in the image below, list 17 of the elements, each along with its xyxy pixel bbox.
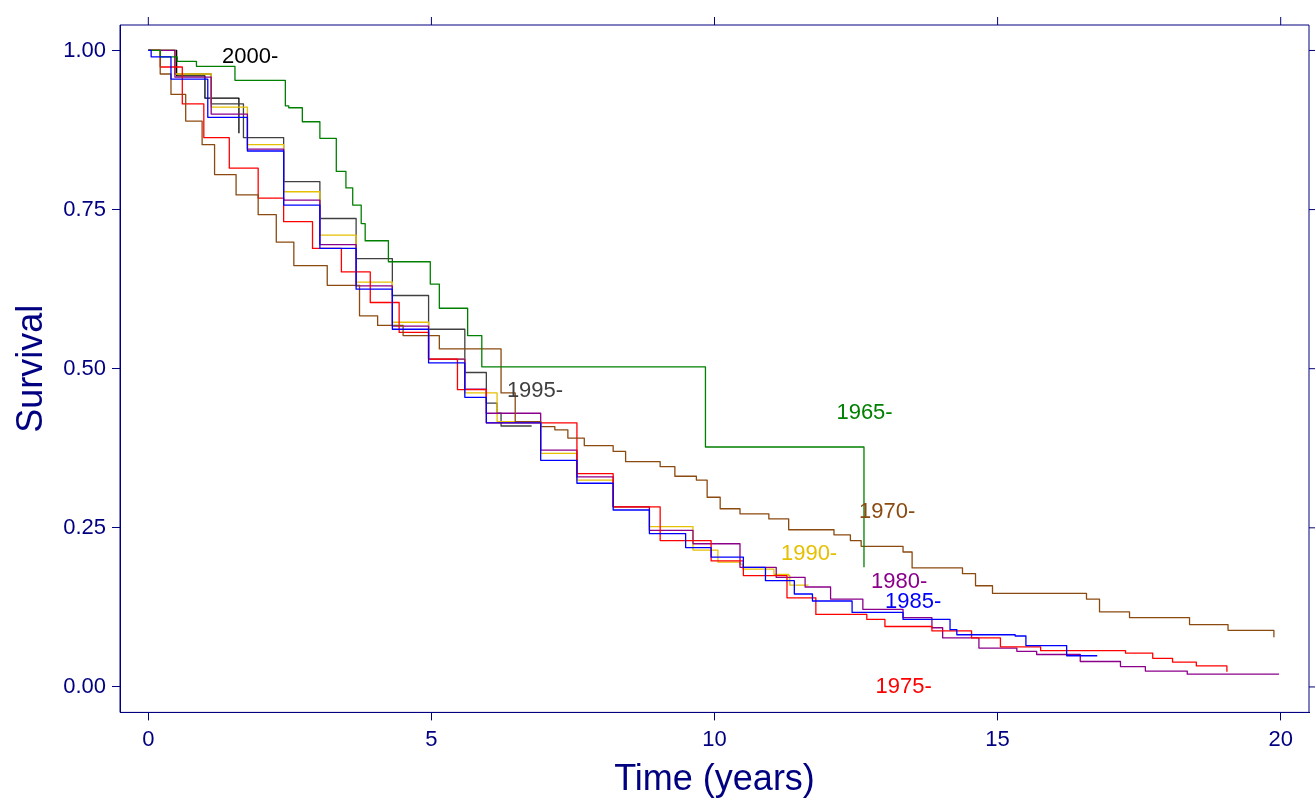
series-label: 1990- (780, 539, 838, 565)
x-tick-label: 15 (985, 725, 1010, 751)
y-tick-label: 0.50 (63, 354, 107, 380)
x-tick-label: 20 (1268, 725, 1293, 751)
series-label: 1995- (506, 377, 564, 403)
x-tick-label: 10 (702, 725, 727, 751)
x-tick-label: 0 (142, 725, 155, 751)
series-label: 1975- (875, 673, 932, 698)
series-label: 2000- (222, 42, 279, 68)
y-axis-title: Survival (8, 304, 50, 433)
y-tick-label: 0.75 (63, 195, 107, 221)
y-tick-label: 1.00 (63, 36, 107, 62)
y-tick-label: 0.00 (63, 673, 107, 698)
x-axis-title: Time (years) (614, 757, 815, 799)
y-tick-label: 0.25 (63, 513, 107, 539)
series-label: 1965- (836, 399, 893, 425)
x-tick-label: 5 (425, 725, 438, 751)
